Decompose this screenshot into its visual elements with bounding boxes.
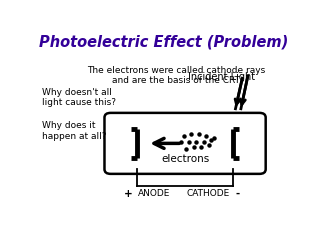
Text: CATHODE: CATHODE — [187, 189, 230, 198]
Text: electrons: electrons — [161, 154, 209, 164]
FancyBboxPatch shape — [104, 113, 266, 174]
Text: -: - — [235, 189, 239, 199]
Text: Photoelectric Effect (Problem): Photoelectric Effect (Problem) — [39, 34, 289, 49]
Text: The electrons were called cathode rays
and are the basis of the CRT: The electrons were called cathode rays a… — [87, 66, 266, 85]
Text: ANODE: ANODE — [138, 189, 170, 198]
Text: +: + — [124, 189, 132, 199]
Text: Why doesn't all
light cause this?: Why doesn't all light cause this? — [43, 88, 116, 107]
Text: Incident Light: Incident Light — [188, 72, 255, 82]
Text: Why does it
happen at all?: Why does it happen at all? — [43, 121, 107, 141]
